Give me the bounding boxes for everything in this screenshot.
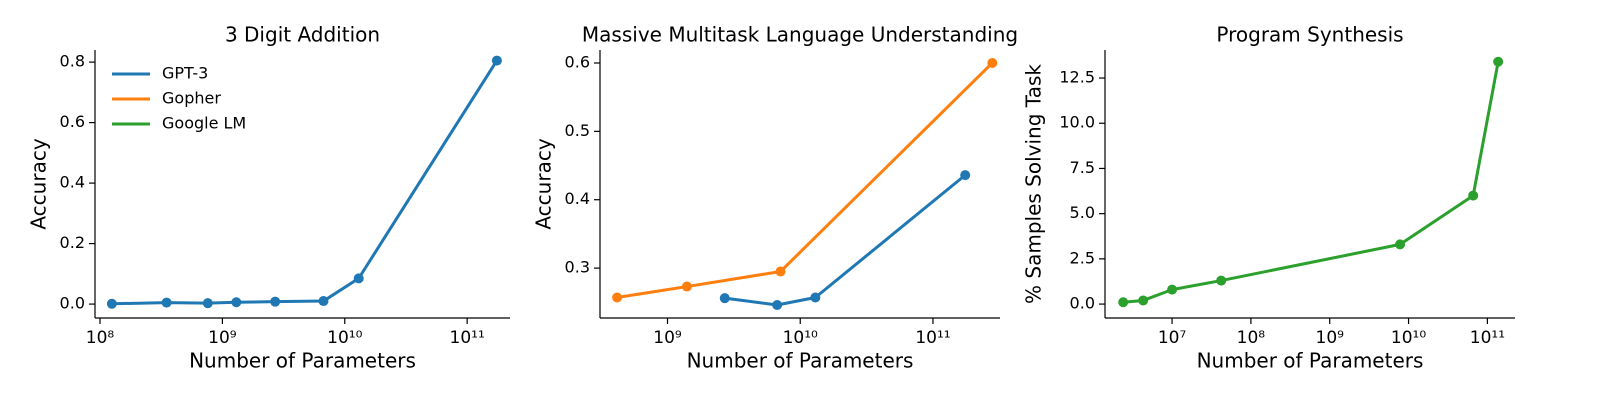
legend-label: Google LM <box>162 114 246 133</box>
y-tick-label: 10.0 <box>1059 113 1095 132</box>
series-line <box>616 61 994 299</box>
x-tick-label: 10⁸ <box>86 328 115 348</box>
data-point <box>491 55 502 66</box>
data-point <box>231 297 242 308</box>
data-point <box>270 296 281 307</box>
data-point <box>1216 275 1227 286</box>
chart-title: 3 Digit Addition <box>225 23 380 47</box>
x-axis-label: Number of Parameters <box>189 349 416 373</box>
subplot: Massive Multitask Language Understanding… <box>532 23 1019 373</box>
x-tick-label: 10⁸ <box>1237 328 1266 348</box>
y-tick-label: 12.5 <box>1059 68 1095 87</box>
x-tick-label: 10⁹ <box>1316 328 1345 348</box>
y-tick-label: 0.0 <box>1070 294 1095 313</box>
x-tick-label: 10¹¹ <box>915 328 950 348</box>
legend-label: Gopher <box>162 89 221 108</box>
x-tick-label: 10⁷ <box>1158 328 1187 348</box>
data-point <box>202 298 213 309</box>
y-tick-label: 0.3 <box>565 258 590 277</box>
data-point <box>987 57 998 68</box>
y-tick-label: 2.5 <box>1070 248 1095 267</box>
chart-title: Massive Multitask Language Understanding <box>582 23 1018 47</box>
y-tick-label: 0.8 <box>60 52 85 71</box>
data-point <box>1395 239 1406 250</box>
y-axis-label: % Samples Solving Task <box>1022 64 1046 304</box>
x-tick-label: 10¹¹ <box>450 328 485 348</box>
y-tick-label: 0.4 <box>565 189 590 208</box>
y-tick-label: 0.5 <box>565 121 590 140</box>
y-tick-label: 0.6 <box>565 52 590 71</box>
x-tick-label: 10¹⁰ <box>327 328 362 348</box>
x-axis-label: Number of Parameters <box>687 349 914 373</box>
data-point <box>772 300 783 311</box>
data-point <box>612 292 623 303</box>
y-axis-label: Accuracy <box>532 138 556 229</box>
data-point <box>318 296 329 307</box>
data-point <box>161 297 172 308</box>
data-point <box>960 170 971 181</box>
y-tick-label: 0.4 <box>60 173 85 192</box>
y-tick-label: 7.5 <box>1070 158 1095 177</box>
data-point <box>106 298 117 309</box>
series-line <box>111 59 499 306</box>
y-tick-label: 0.6 <box>60 112 85 131</box>
x-axis-label: Number of Parameters <box>1197 349 1424 373</box>
data-point <box>353 273 364 284</box>
y-axis-label: Accuracy <box>27 138 51 229</box>
chart-title: Program Synthesis <box>1216 23 1403 47</box>
data-point <box>1138 295 1149 306</box>
x-tick-label: 10⁹ <box>208 328 237 348</box>
x-tick-label: 10¹¹ <box>1470 328 1505 348</box>
series-line <box>724 173 967 307</box>
subplot: Program Synthesis Number of Parameters % S… <box>1022 23 1515 373</box>
x-tick-label: 10¹⁰ <box>783 328 818 348</box>
data-point <box>810 292 821 303</box>
y-tick-label: 5.0 <box>1070 203 1095 222</box>
subplot: 3 Digit Addition Number of Parameters Accu… <box>27 23 510 373</box>
data-point <box>1468 190 1479 201</box>
x-tick-label: 10⁹ <box>653 328 682 348</box>
y-tick-label: 0.2 <box>60 233 85 252</box>
series-line <box>1123 61 1500 304</box>
data-point <box>719 293 730 304</box>
data-point <box>775 266 786 277</box>
data-point <box>681 281 692 292</box>
data-point <box>1167 284 1178 295</box>
data-point <box>1118 297 1129 308</box>
y-tick-label: 0.0 <box>60 294 85 313</box>
legend-label: GPT-3 <box>162 64 208 83</box>
x-tick-label: 10¹⁰ <box>1391 328 1426 348</box>
data-point <box>1493 56 1504 67</box>
